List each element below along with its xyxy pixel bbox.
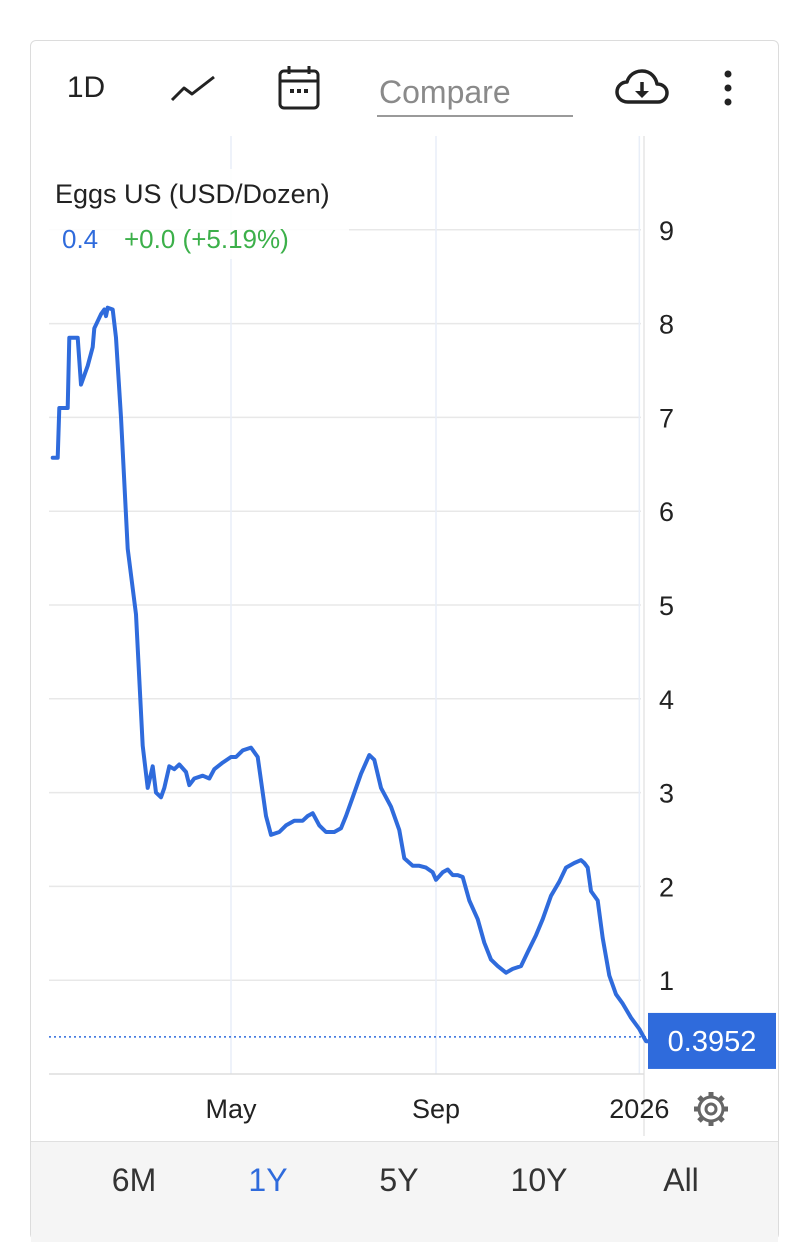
price-tag-background [648,1012,776,1069]
legend-backdrop [49,169,349,259]
price-tag: 0.3952 [648,1012,776,1069]
y-tick-label: 8 [659,310,674,340]
x-axis-ticks: May Sep 2026 [205,1094,669,1124]
range-button-1y[interactable]: 1Y [248,1162,288,1198]
more-options-icon[interactable] [703,63,753,113]
price-change: +0.0 (+5.19%) [124,224,289,254]
compare-input[interactable] [377,69,573,117]
calendar-icon-glyph [278,66,320,110]
y-axis-ticks: 1 2 3 4 5 6 7 8 9 [659,216,674,996]
chart-title: Eggs US (USD/Dozen) [55,179,330,209]
vertical-dots-icon-glyph [724,70,732,106]
x-tick-label: May [205,1094,257,1124]
series-line [50,305,658,1044]
range-button-5y[interactable]: 5Y [379,1162,419,1198]
y-tick-label: 3 [659,779,674,809]
y-tick-label: 2 [659,872,674,902]
x-tick-label: Sep [412,1094,460,1124]
line-chart-icon[interactable] [163,63,223,113]
line-chart-icon-glyph [170,75,215,102]
y-tick-label: 6 [659,497,674,527]
range-button-6m[interactable]: 6M [111,1162,157,1198]
download-icon[interactable] [607,63,677,113]
y-tick-label: 4 [659,685,674,715]
chart-grid [49,136,641,1074]
cloud-download-icon-glyph [615,69,669,104]
y-tick-label: 7 [659,403,674,433]
settings-icon[interactable] [694,1092,728,1126]
range-selector: 6M 1Y 5Y 10Y All [31,1141,778,1242]
y-tick-label: 9 [659,216,674,246]
price-chart[interactable]: 1 2 3 4 5 6 7 8 9 May Sep 2026 0.3952 Eggs US (USD… [31,41,778,1141]
y-tick-label: 5 [659,591,674,621]
last-value: 0.4 [62,224,98,254]
range-button-all[interactable]: All [663,1162,699,1198]
interval-button[interactable]: 1D [66,71,106,104]
calendar-icon[interactable] [269,63,329,113]
chart-card: 1D [30,40,779,1242]
price-tag-value: 0.3952 [668,1026,757,1058]
y-tick-label: 1 [659,966,674,996]
range-button-10y[interactable]: 10Y [510,1162,568,1198]
chart-toolbar: 1D [31,41,778,141]
x-tick-label: 2026 [609,1094,669,1124]
